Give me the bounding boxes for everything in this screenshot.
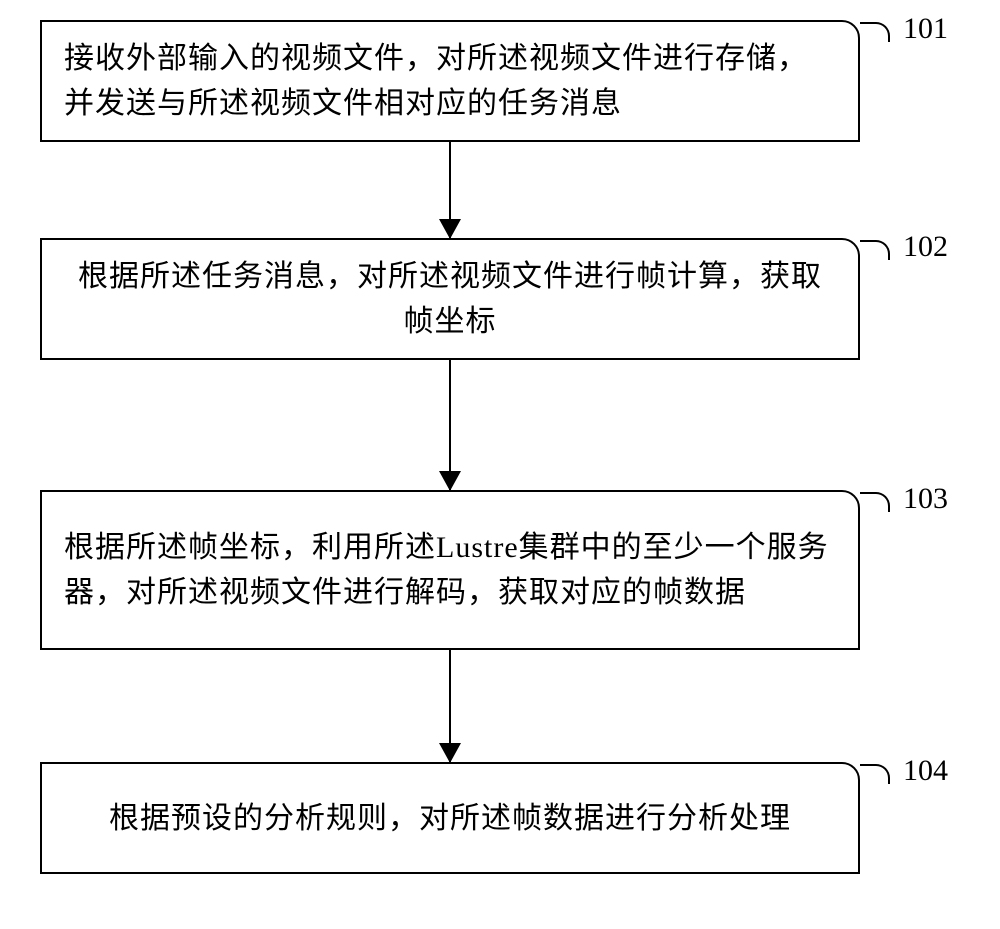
- step-text: 接收外部输入的视频文件，对所述视频文件进行存储，并发送与所述视频文件相对应的任务…: [64, 36, 836, 126]
- step-text: 根据预设的分析规则，对所述帧数据进行分析处理: [64, 796, 836, 841]
- label-leader: [860, 764, 890, 784]
- step-label: 102: [903, 230, 948, 264]
- step-box: 根据预设的分析规则，对所述帧数据进行分析处理: [40, 762, 860, 874]
- label-leader: [860, 240, 890, 260]
- step-box: 根据所述帧坐标，利用所述Lustre集群中的至少一个服务器，对所述视频文件进行解…: [40, 490, 860, 650]
- label-leader: [860, 492, 890, 512]
- arrow-icon: [449, 360, 451, 490]
- step-label: 103: [903, 482, 948, 516]
- step-label: 101: [903, 12, 948, 46]
- arrow-icon: [449, 650, 451, 762]
- step-box: 接收外部输入的视频文件，对所述视频文件进行存储，并发送与所述视频文件相对应的任务…: [40, 20, 860, 142]
- flow-step-104: 104 根据预设的分析规则，对所述帧数据进行分析处理: [40, 762, 860, 874]
- arrow-101-102: [40, 142, 860, 238]
- flow-step-102: 102 根据所述任务消息，对所述视频文件进行帧计算，获取帧坐标: [40, 238, 860, 360]
- step-box: 根据所述任务消息，对所述视频文件进行帧计算，获取帧坐标: [40, 238, 860, 360]
- flow-step-101: 101 接收外部输入的视频文件，对所述视频文件进行存储，并发送与所述视频文件相对…: [40, 20, 860, 142]
- step-text: 根据所述任务消息，对所述视频文件进行帧计算，获取帧坐标: [64, 254, 836, 344]
- step-text: 根据所述帧坐标，利用所述Lustre集群中的至少一个服务器，对所述视频文件进行解…: [64, 525, 836, 615]
- arrow-102-103: [40, 360, 860, 490]
- label-leader: [860, 22, 890, 42]
- step-label: 104: [903, 754, 948, 788]
- arrow-icon: [449, 142, 451, 238]
- arrow-103-104: [40, 650, 860, 762]
- flow-step-103: 103 根据所述帧坐标，利用所述Lustre集群中的至少一个服务器，对所述视频文…: [40, 490, 860, 650]
- flowchart-container: 101 接收外部输入的视频文件，对所述视频文件进行存储，并发送与所述视频文件相对…: [40, 20, 960, 874]
